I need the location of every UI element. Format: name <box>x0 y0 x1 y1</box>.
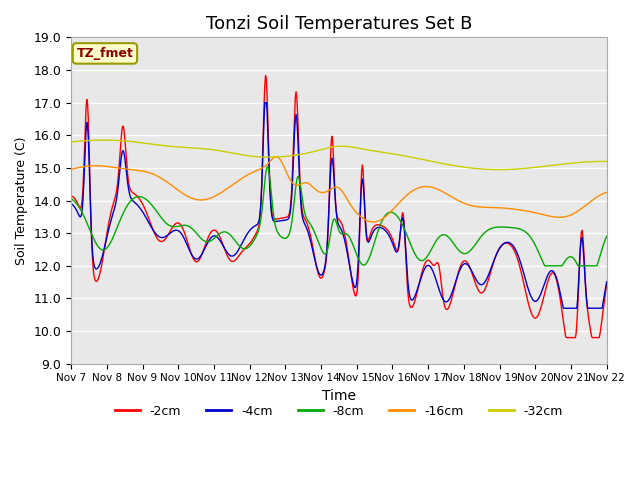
-32cm <box>99 137 107 143</box>
-2cm <box>404 296 412 302</box>
-4cm <box>559 305 567 311</box>
-4cm <box>186 249 194 255</box>
-16cm <box>272 154 280 160</box>
-4cm <box>404 286 412 291</box>
-2cm <box>215 231 223 237</box>
-16cm <box>369 219 376 225</box>
-2cm <box>563 335 570 340</box>
-2cm <box>420 263 428 268</box>
Line: -16cm: -16cm <box>71 157 607 222</box>
-8cm <box>77 207 84 213</box>
-8cm <box>541 263 548 269</box>
-32cm <box>404 154 412 159</box>
-32cm <box>133 139 141 145</box>
-8cm <box>420 257 428 263</box>
-16cm <box>186 195 194 201</box>
-16cm <box>603 190 611 195</box>
Y-axis label: Soil Temperature (C): Soil Temperature (C) <box>15 136 28 265</box>
-32cm <box>495 167 503 172</box>
-4cm <box>67 201 75 206</box>
-32cm <box>420 157 428 163</box>
-8cm <box>186 224 194 230</box>
Title: Tonzi Soil Temperatures Set B: Tonzi Soil Temperatures Set B <box>205 15 472 33</box>
-8cm <box>215 231 223 237</box>
-2cm <box>132 192 140 198</box>
-32cm <box>216 148 223 154</box>
Line: -4cm: -4cm <box>71 103 607 308</box>
Line: -2cm: -2cm <box>71 75 607 337</box>
-8cm <box>264 164 271 169</box>
-32cm <box>77 138 84 144</box>
-16cm <box>421 184 429 190</box>
-4cm <box>132 201 140 206</box>
-2cm <box>77 205 84 211</box>
Line: -8cm: -8cm <box>71 167 607 266</box>
-16cm <box>405 190 413 196</box>
-8cm <box>132 194 140 200</box>
Legend: -2cm, -4cm, -8cm, -16cm, -32cm: -2cm, -4cm, -8cm, -16cm, -32cm <box>109 400 568 423</box>
-32cm <box>188 145 195 151</box>
-4cm <box>420 267 428 273</box>
-2cm <box>186 248 194 254</box>
-16cm <box>132 167 140 173</box>
-2cm <box>67 193 75 199</box>
-4cm <box>603 279 611 285</box>
-4cm <box>77 214 84 219</box>
-8cm <box>67 196 75 202</box>
-4cm <box>261 100 269 106</box>
X-axis label: Time: Time <box>322 389 356 403</box>
-4cm <box>215 236 223 241</box>
-16cm <box>77 164 84 170</box>
Line: -32cm: -32cm <box>71 140 607 169</box>
-16cm <box>215 191 223 197</box>
-32cm <box>603 158 611 164</box>
-8cm <box>404 236 412 242</box>
-32cm <box>67 139 75 145</box>
-2cm <box>262 72 269 78</box>
Text: TZ_fmet: TZ_fmet <box>77 47 133 60</box>
-16cm <box>67 167 75 172</box>
-8cm <box>603 233 611 239</box>
-2cm <box>603 282 611 288</box>
